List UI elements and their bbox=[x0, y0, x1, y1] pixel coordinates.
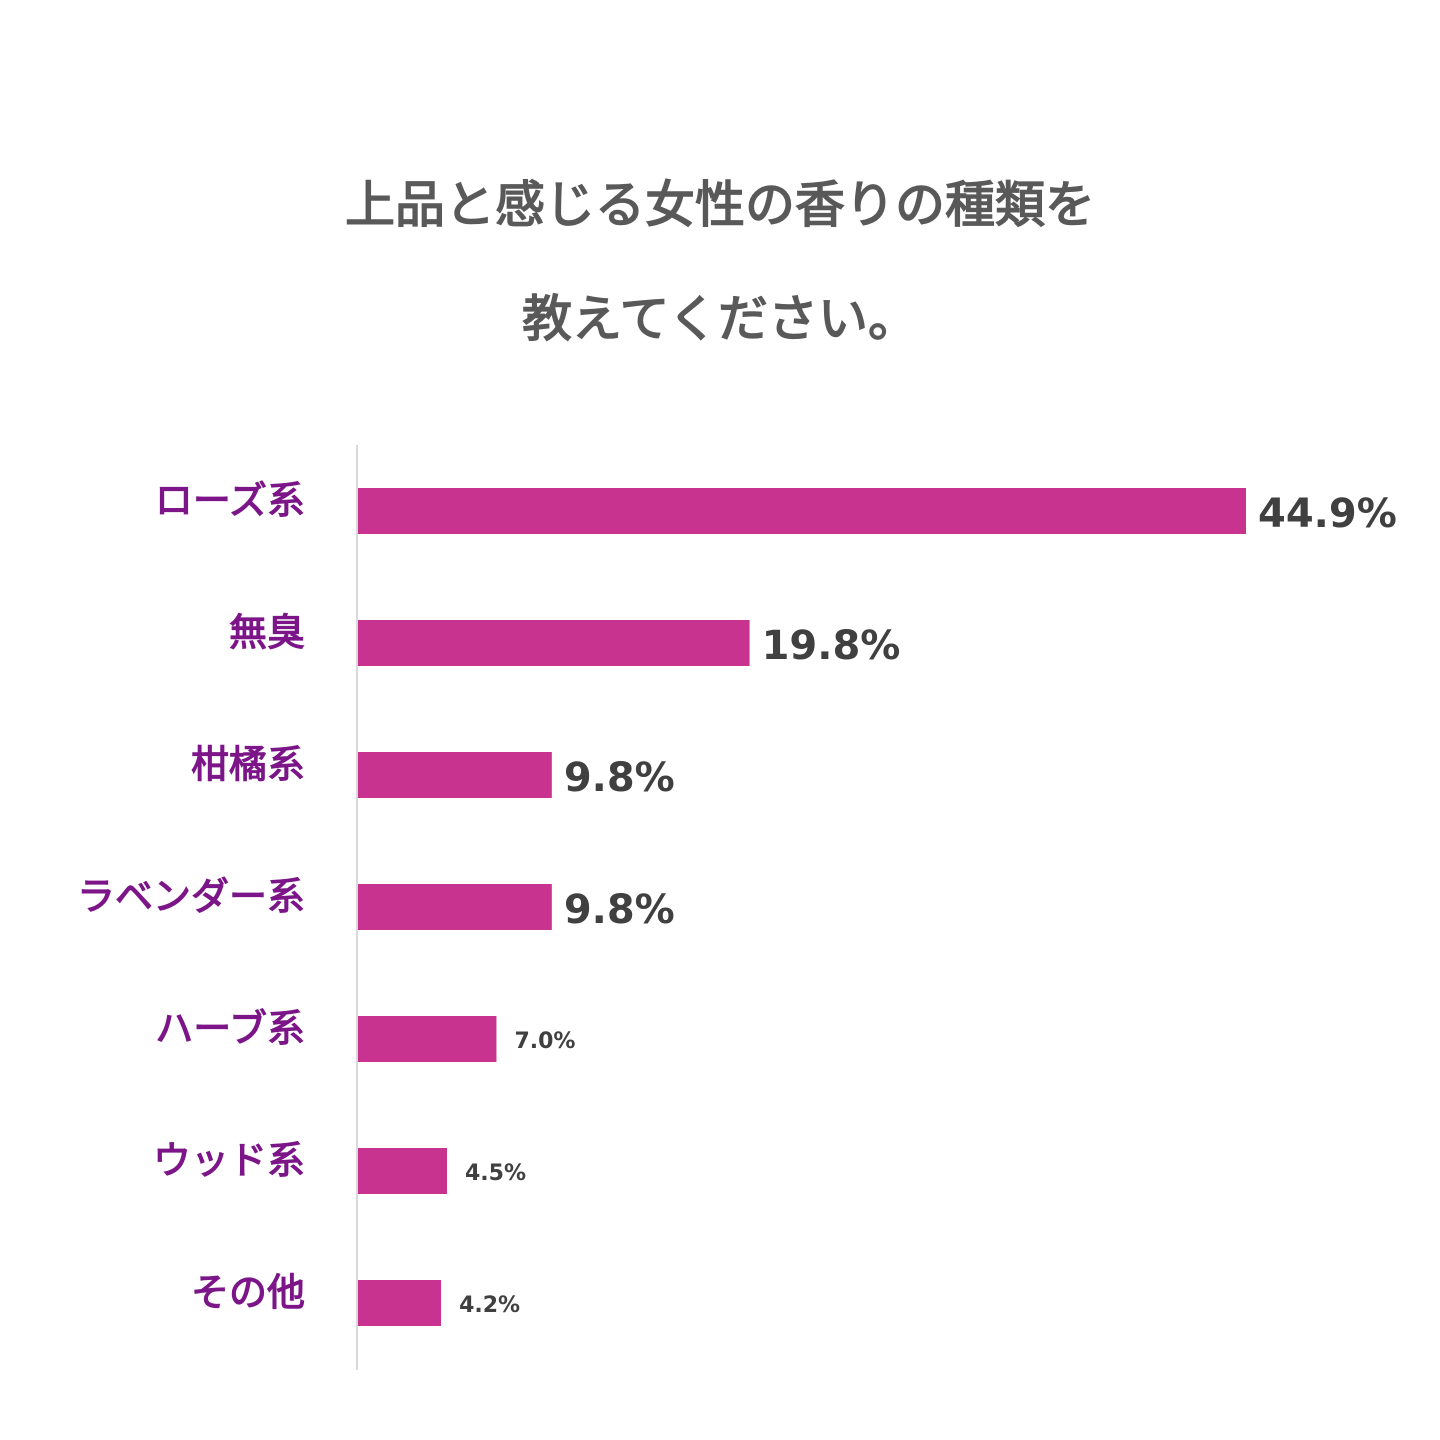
value-label: 44.9% bbox=[1258, 491, 1397, 537]
chart-title: 上品と感じる女性の香りの種類を 教えてください。 bbox=[0, 148, 1440, 376]
value-label: 9.8% bbox=[564, 887, 675, 933]
value-label: 9.8% bbox=[564, 755, 675, 801]
category-label: ラベンダー系 bbox=[77, 875, 305, 919]
bar bbox=[358, 884, 552, 930]
category-label: ウッド系 bbox=[153, 1139, 305, 1183]
category-label: その他 bbox=[191, 1271, 305, 1315]
chart-title-line-2: 教えてください。 bbox=[522, 290, 918, 348]
bar bbox=[358, 620, 750, 666]
bar bbox=[358, 1016, 497, 1062]
bar bbox=[358, 1280, 442, 1326]
value-label: 19.8% bbox=[762, 623, 901, 669]
value-label: 7.0% bbox=[514, 1029, 575, 1054]
value-label: 4.2% bbox=[459, 1293, 520, 1318]
bar bbox=[358, 488, 1246, 534]
category-label: 柑橘系 bbox=[191, 743, 305, 787]
category-label: ハーブ系 bbox=[155, 1007, 305, 1051]
value-label: 4.5% bbox=[465, 1161, 526, 1186]
chart-title-line-1: 上品と感じる女性の香りの種類を bbox=[345, 176, 1095, 234]
bar bbox=[358, 752, 552, 798]
category-label: ローズ系 bbox=[155, 479, 305, 523]
bar bbox=[358, 1148, 447, 1194]
category-label: 無臭 bbox=[229, 611, 305, 655]
